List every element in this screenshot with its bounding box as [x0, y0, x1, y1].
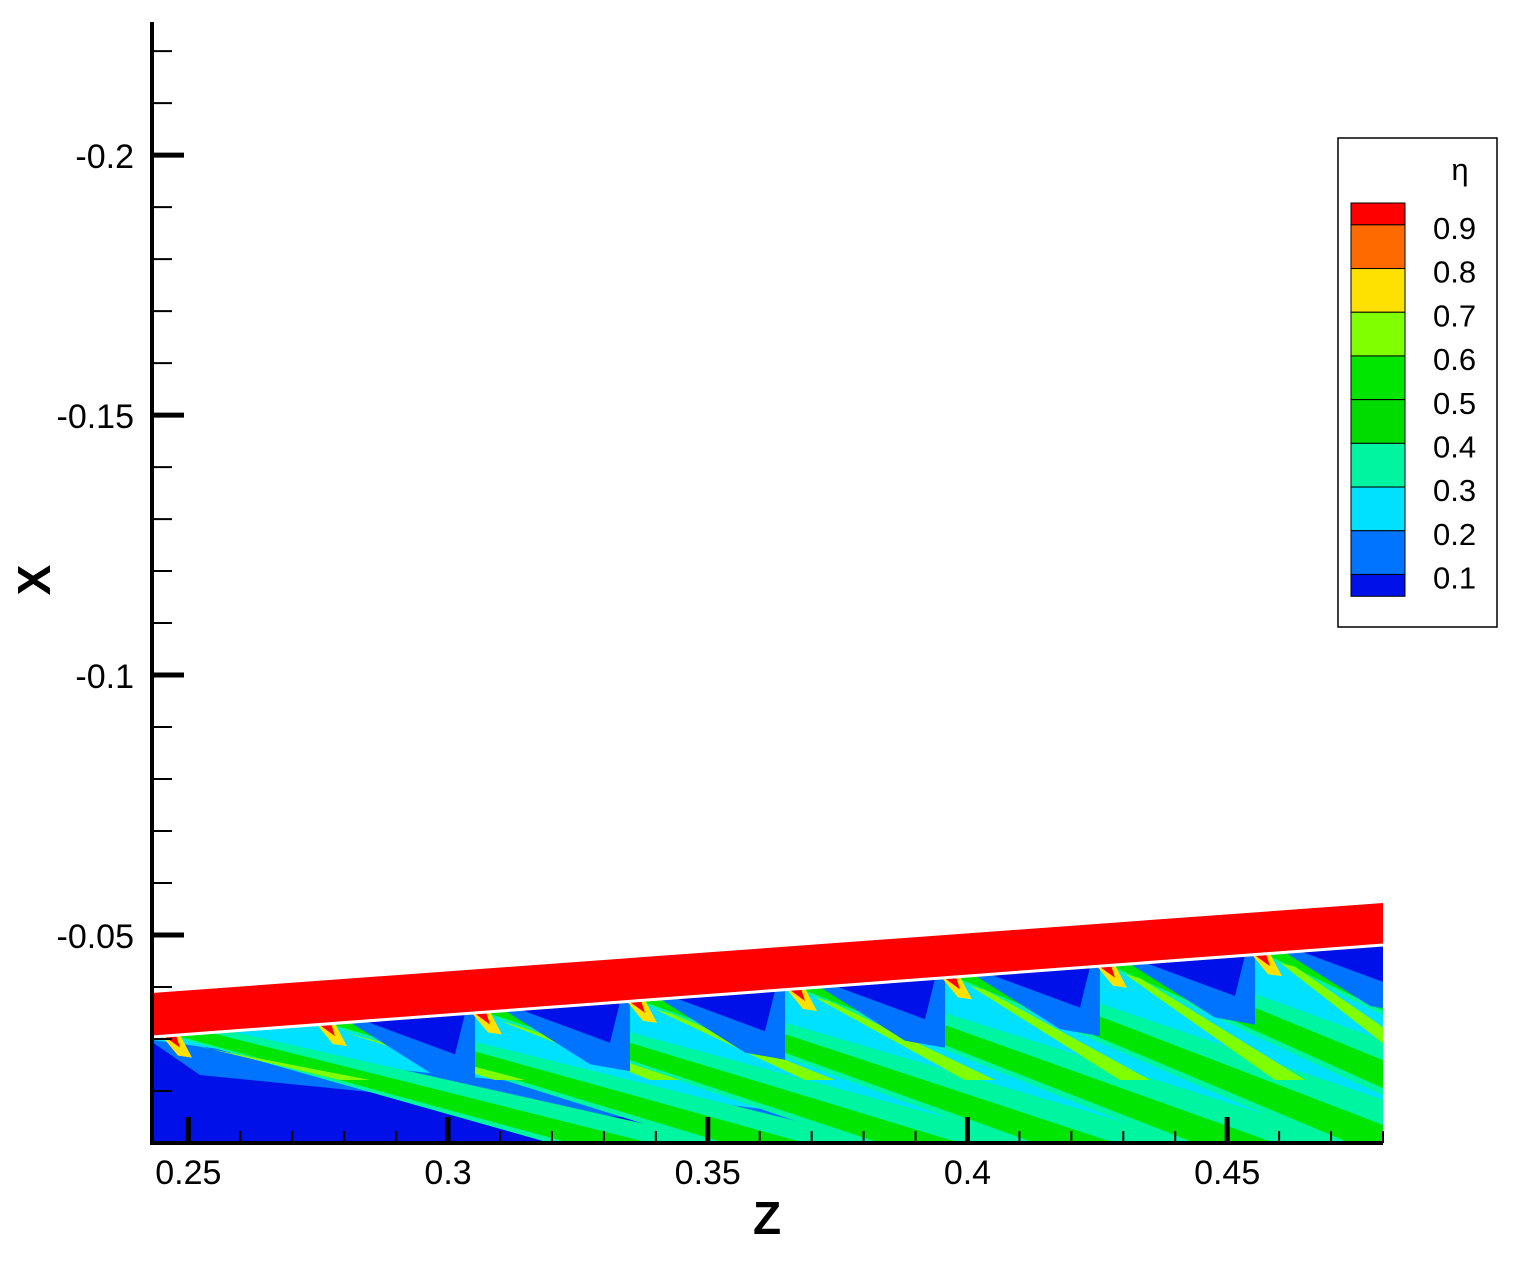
- legend-swatch: [1350, 399, 1406, 444]
- legend-label: 0.4: [1433, 430, 1476, 465]
- legend-swatch: [1350, 224, 1406, 270]
- contour-region: [152, 903, 1383, 1037]
- legend-swatch: [1350, 311, 1406, 357]
- y-tick-label: -0.1: [75, 658, 134, 696]
- legend-label: 0.2: [1433, 517, 1476, 552]
- legend-title: η: [1451, 152, 1468, 187]
- contour-region: [1254, 953, 1270, 967]
- y-axis-title: X: [8, 564, 60, 595]
- legend-swatch: [1350, 268, 1406, 313]
- contour-region: [520, 1002, 620, 1043]
- contour-region: [789, 988, 805, 1001]
- contour-region: [152, 1042, 790, 1143]
- contour-region: [319, 1023, 335, 1037]
- contour-region: [1300, 944, 1383, 982]
- legend-label: 0.1: [1433, 561, 1476, 596]
- contour-region: [990, 966, 1090, 1008]
- x-tick-label: 0.3: [424, 1154, 471, 1192]
- wall-line: [152, 943, 1383, 1039]
- contour-region: [472, 1011, 502, 1035]
- legend-label: 0.6: [1433, 342, 1476, 377]
- contour-region: [365, 1013, 465, 1055]
- y-tick-label: -0.05: [57, 918, 135, 956]
- contour-region: [1105, 961, 1383, 1096]
- legend-swatch: [1350, 530, 1406, 575]
- contour-region: [629, 1000, 645, 1013]
- x-tick-label: 0.35: [675, 1154, 741, 1192]
- contour-region: [1252, 953, 1282, 977]
- x-axis-title: Z: [753, 1192, 781, 1244]
- y-tick-label: -0.2: [75, 138, 134, 176]
- x-tick-label: 0.45: [1194, 1154, 1260, 1192]
- contour-region: [675, 990, 775, 1032]
- contour-region: [175, 1032, 650, 1143]
- contour-region: [944, 976, 960, 990]
- legend-label: 0.3: [1433, 473, 1476, 508]
- y-tick-label: -0.15: [57, 398, 135, 436]
- contour-region: [970, 985, 1150, 1080]
- legend-swatch: [1350, 355, 1406, 401]
- x-tick-label: 0.4: [944, 1154, 991, 1192]
- contour-region: [1097, 965, 1127, 988]
- legend-label: 0.7: [1433, 298, 1476, 333]
- contour-field: [152, 903, 1383, 1143]
- contour-region: [162, 1034, 192, 1058]
- contour-region: [942, 976, 972, 1000]
- contour-region: [317, 1023, 347, 1047]
- legend-label: 0.9: [1433, 211, 1476, 246]
- contour-region: [1099, 965, 1115, 978]
- contour-region: [835, 978, 935, 1020]
- legend-swatch: [1350, 486, 1406, 532]
- legend-swatch: [1350, 573, 1406, 597]
- contour-region: [1145, 955, 1245, 997]
- legend-swatch: [1350, 202, 1406, 226]
- legend-label: 0.8: [1433, 255, 1476, 290]
- contour-region: [1280, 962, 1383, 1044]
- contour-region: [1125, 974, 1305, 1080]
- x-tick-label: 0.25: [155, 1154, 221, 1192]
- contour-region: [787, 988, 817, 1011]
- contour-region: [474, 1012, 490, 1025]
- legend-label: 0.5: [1433, 386, 1476, 421]
- legend-swatch: [1350, 442, 1406, 488]
- contour-region: [627, 1000, 657, 1023]
